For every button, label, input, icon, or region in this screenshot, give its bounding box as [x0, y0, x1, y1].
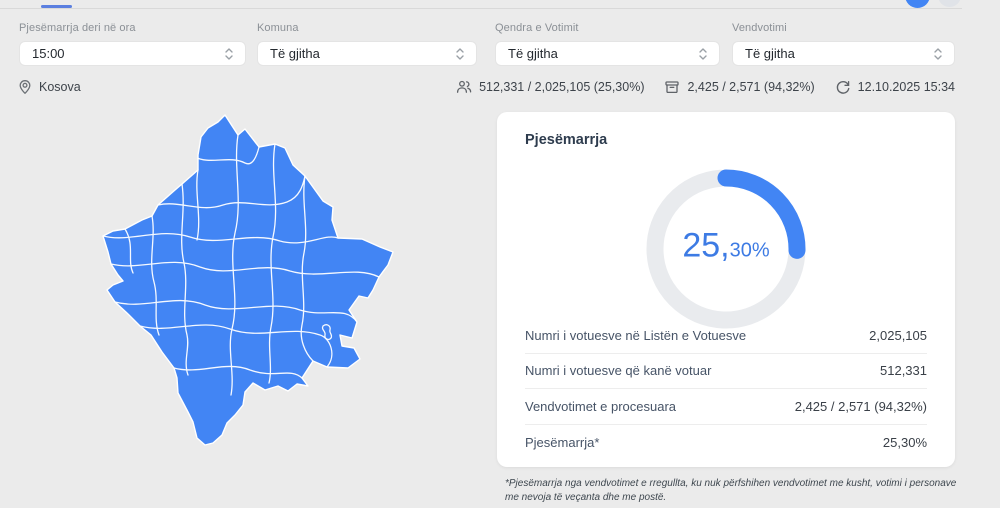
stat-last-update-text: 12.10.2025 15:34 — [857, 80, 955, 94]
stat-polling-stations: 2,425 / 2,571 (94,32%) — [664, 79, 815, 95]
ballot-box-icon — [665, 81, 680, 94]
voters-icon — [457, 80, 472, 93]
select-spinner-icon — [225, 47, 233, 60]
row-label: Numri i votuesve që kanë votuar — [525, 363, 712, 379]
select-spinner-icon — [699, 47, 707, 60]
filter-komuna-label: Komuna — [257, 22, 299, 34]
table-row: Numri i votuesve në Listën e Votuesve 2,… — [525, 318, 927, 354]
filter-komuna-select[interactable]: Të gjitha — [257, 41, 477, 66]
refresh-icon — [836, 80, 850, 94]
filter-vendvotimi-label: Vendvotimi — [732, 22, 787, 34]
row-label: Numri i votuesve në Listën e Votuesve — [525, 327, 747, 343]
select-spinner-icon — [456, 47, 464, 60]
kosovo-outline — [102, 114, 394, 446]
filter-qendra-value: Të gjitha — [508, 46, 558, 61]
filter-time-value: 15:00 — [32, 46, 65, 61]
stat-voters: 512,331 / 2,025,105 (25,30%) — [456, 79, 644, 95]
turnout-table: Numri i votuesve në Listën e Votuesve 2,… — [525, 318, 927, 460]
filter-komuna-value: Të gjitha — [270, 46, 320, 61]
row-label: Vendvotimet e procesuara — [525, 398, 677, 414]
table-row: Vendvotimet e procesuara 2,425 / 2,571 (… — [525, 389, 927, 425]
filter-time-select[interactable]: 15:00 — [19, 41, 246, 66]
stat-voters-text: 512,331 / 2,025,105 (25,30%) — [479, 80, 645, 94]
row-value: 25,30% — [882, 434, 927, 450]
turnout-card: Pjesëmarrja 25,30% Numri i votuesve në L… — [497, 112, 955, 467]
filter-qendra: Qendra e Votimit Të gjitha — [495, 22, 720, 66]
municipality-borders — [103, 134, 380, 396]
filter-time-label: Pjesëmarrja deri në ora — [19, 22, 136, 34]
stat-last-update: 12.10.2025 15:34 — [835, 79, 955, 95]
select-spinner-icon — [934, 47, 942, 60]
header-action-button-secondary[interactable] — [938, 0, 961, 7]
active-tab-indicator — [41, 5, 72, 8]
filter-vendvotimi-value: Të gjitha — [745, 46, 795, 61]
turnout-donut-chart: 25,30% — [636, 159, 816, 339]
row-value: 2,425 / 2,571 (94,32%) — [794, 398, 927, 414]
breadcrumb-location: Kosova — [17, 79, 81, 95]
donut-arc-track — [646, 169, 806, 329]
filter-komuna: Komuna Të gjitha — [257, 22, 477, 66]
filter-qendra-select[interactable]: Të gjitha — [495, 41, 720, 66]
stats-strip: 512,331 / 2,025,105 (25,30%) 2,425 / 2,5… — [456, 79, 955, 95]
filter-vendvotimi: Vendvotimi Të gjitha — [732, 22, 955, 66]
kosovo-map[interactable] — [75, 105, 405, 475]
table-row: Pjesëmarrja* 25,30% — [525, 425, 927, 461]
location-name: Kosova — [39, 80, 81, 94]
filter-time: Pjesëmarrja deri në ora 15:00 — [19, 22, 246, 66]
row-value: 2,025,105 — [869, 327, 927, 343]
row-value: 512,331 — [880, 363, 927, 379]
map-pin-icon — [19, 80, 31, 94]
filter-qendra-label: Qendra e Votimit — [495, 22, 579, 34]
card-footnote: *Pjesëmarrja nga vendvotimet e rregullta… — [505, 478, 957, 503]
stat-polling-stations-text: 2,425 / 2,571 (94,32%) — [687, 80, 815, 94]
row-label: Pjesëmarrja* — [525, 434, 600, 450]
card-title: Pjesëmarrja — [525, 132, 608, 148]
header-action-button-primary[interactable] — [905, 0, 930, 8]
header-divider — [0, 8, 962, 9]
filter-vendvotimi-select[interactable]: Të gjitha — [732, 41, 955, 66]
table-row: Numri i votuesve që kanë votuar 512,331 — [525, 354, 927, 389]
donut-arc-value — [717, 169, 806, 259]
